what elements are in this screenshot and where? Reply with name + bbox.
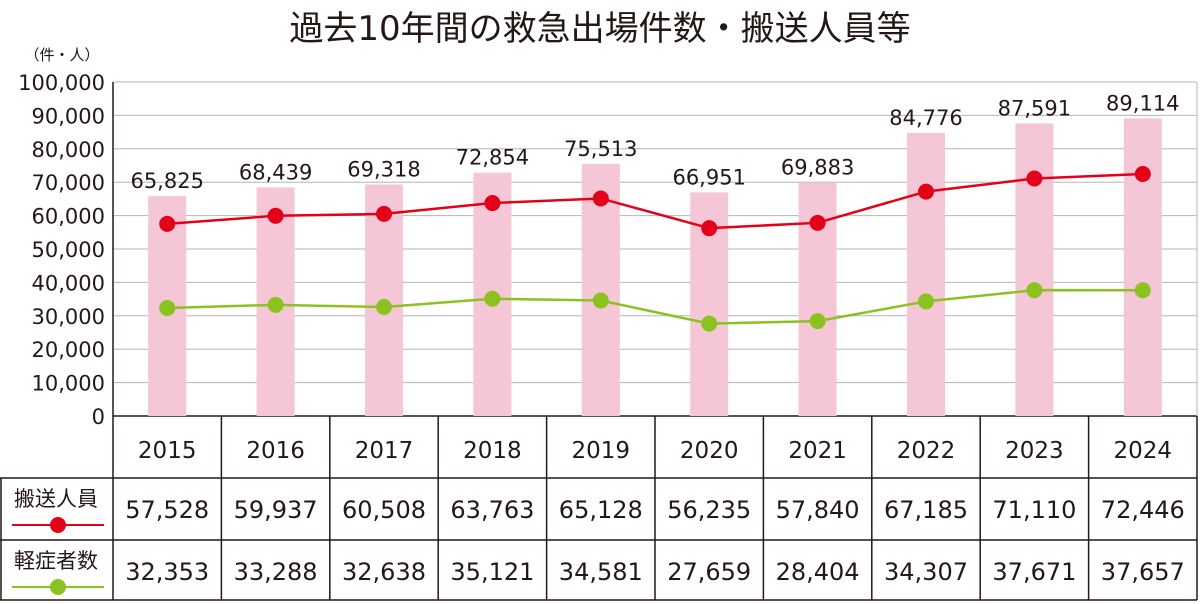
legend-marker — [50, 517, 66, 533]
table-cell: 37,657 — [1101, 558, 1185, 586]
bar-value-label: 69,318 — [347, 157, 420, 181]
table-cell: 72,446 — [1101, 496, 1185, 524]
y-tick-label: 90,000 — [32, 104, 105, 128]
x-category-label: 2022 — [897, 438, 956, 464]
unit-label: （件・人） — [24, 46, 99, 64]
bar-value-label: 66,951 — [672, 165, 745, 189]
table-cell: 57,840 — [776, 496, 860, 524]
y-tick-label: 30,000 — [32, 305, 105, 329]
data-point — [1134, 166, 1151, 183]
data-point — [267, 296, 284, 313]
data-point — [484, 195, 501, 212]
table-cell: 67,185 — [884, 496, 968, 524]
y-tick-label: 50,000 — [32, 238, 105, 262]
table-cell: 34,307 — [884, 558, 968, 586]
table-cell: 63,763 — [450, 496, 534, 524]
table-cell: 32,353 — [125, 558, 209, 586]
table-cell: 60,508 — [342, 496, 426, 524]
bar-value-label: 84,776 — [889, 106, 962, 130]
table-cell: 65,128 — [559, 496, 643, 524]
data-point — [159, 215, 176, 232]
data-point — [592, 190, 609, 207]
series-line — [167, 172, 1143, 230]
table-cell: 27,659 — [667, 558, 751, 586]
x-category-label: 2018 — [463, 438, 522, 464]
x-category-label: 2016 — [246, 438, 305, 464]
x-category-label: 2023 — [1005, 438, 1064, 464]
table-cell: 37,671 — [992, 558, 1076, 586]
y-tick-label: 0 — [92, 405, 105, 429]
bar-value-label: 87,591 — [998, 96, 1071, 120]
data-point — [592, 292, 609, 309]
data-point — [701, 315, 718, 332]
table-cell: 32,638 — [342, 558, 426, 586]
data-point — [809, 214, 826, 231]
x-category-label: 2017 — [355, 438, 414, 464]
data-point — [1134, 282, 1151, 299]
data-point — [484, 290, 501, 307]
y-tick-label: 10,000 — [32, 372, 105, 396]
data-point — [267, 207, 284, 224]
table-cell: 71,110 — [992, 496, 1076, 524]
data-point — [701, 220, 718, 237]
x-category-label: 2020 — [680, 438, 739, 464]
table-cell: 35,121 — [450, 558, 534, 586]
data-point — [918, 183, 934, 200]
table-cell: 34,581 — [559, 558, 643, 586]
data-point — [1026, 282, 1043, 299]
data-point — [376, 298, 392, 315]
legend-marker — [50, 579, 66, 595]
data-point — [809, 313, 826, 330]
legend-label: 軽症者数 — [14, 549, 98, 573]
bar-value-label: 68,439 — [239, 160, 312, 184]
table-cell: 28,404 — [776, 558, 860, 586]
table-cell: 59,937 — [234, 496, 318, 524]
bar-value-label: 75,513 — [564, 137, 637, 161]
data-point — [376, 205, 392, 222]
table-cell: 56,235 — [667, 496, 751, 524]
y-tick-label: 40,000 — [32, 271, 105, 295]
y-tick-label: 70,000 — [32, 171, 105, 195]
x-category-label: 2021 — [788, 438, 847, 464]
y-tick-label: 100,000 — [18, 71, 105, 95]
bar-value-label: 72,854 — [456, 146, 529, 170]
bar — [1123, 118, 1162, 416]
labels: 65,825 68,439 69,318 72,854 75,513 66,951 69,8… — [130, 91, 1179, 193]
x-category-label: 2015 — [138, 438, 197, 464]
legend-label: 搬送人員 — [14, 487, 98, 511]
data-point — [1026, 170, 1043, 187]
y-tick-label: 60,000 — [32, 205, 105, 229]
data-point — [159, 299, 176, 316]
chart-title: 過去10年間の救急出場件数・搬送人員等 — [289, 9, 910, 49]
bar-value-label: 69,883 — [781, 156, 854, 180]
lines — [159, 166, 1151, 332]
x-category-label: 2019 — [572, 438, 631, 464]
data-point — [918, 293, 934, 310]
x-category-label: 2024 — [1114, 438, 1173, 464]
y-tick-label: 20,000 — [32, 338, 105, 362]
series-line — [167, 288, 1143, 325]
bar — [907, 132, 945, 417]
bar-value-label: 89,114 — [1106, 91, 1179, 115]
table-cell: 57,528 — [125, 496, 209, 524]
y-tick-label: 80,000 — [32, 138, 105, 162]
bar — [1015, 123, 1054, 417]
bar-value-label: 65,825 — [130, 169, 203, 193]
data-table: 2015 2016 2017 2018 2019 2020 2021 2022 2023 2024… — [0, 416, 1198, 601]
table-cell: 33,288 — [234, 558, 318, 586]
